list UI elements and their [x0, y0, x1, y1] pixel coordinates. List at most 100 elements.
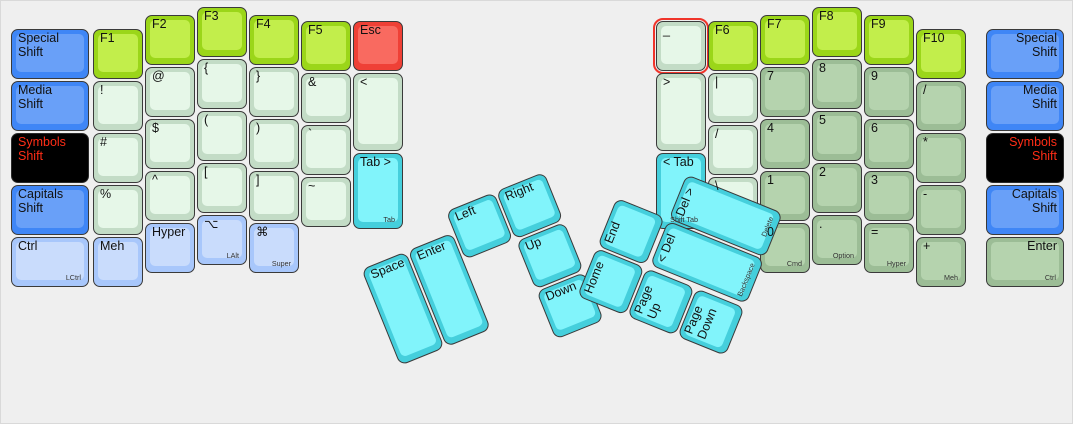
key-capitals-shift[interactable]: Capitals Shift	[11, 185, 89, 235]
key-label: F6	[715, 23, 730, 37]
keycap-surface	[991, 86, 1059, 124]
key-key[interactable]: }	[249, 67, 299, 117]
keycap-surface	[765, 20, 805, 58]
key-label: F1	[100, 31, 115, 45]
key-label: /	[715, 127, 719, 141]
key-key[interactable]: #	[93, 133, 143, 183]
key-media-shift[interactable]: Media Shift	[986, 81, 1064, 131]
key-label: <	[360, 75, 368, 89]
key-key[interactable]: (	[197, 111, 247, 161]
key-symbols-shift[interactable]: Symbols Shift	[11, 133, 89, 183]
keycap-surface	[869, 20, 909, 58]
key-f1[interactable]: F1	[93, 29, 143, 79]
key-key[interactable]: |	[708, 73, 758, 123]
key-label: +	[923, 239, 931, 253]
keycap-surface	[98, 138, 138, 176]
key-f3[interactable]: F3	[197, 7, 247, 57]
keycap-surface	[306, 130, 346, 168]
key-key[interactable]: /	[708, 125, 758, 175]
key-special-shift[interactable]: Special Shift	[11, 29, 89, 79]
keycap-surface	[921, 190, 961, 228]
keycap-surface	[306, 26, 346, 64]
key-f10[interactable]: F10	[916, 29, 966, 79]
key-label: ^	[152, 173, 158, 187]
key-f2[interactable]: F2	[145, 15, 195, 65]
key-label: }	[256, 69, 261, 83]
key-key[interactable]: >	[656, 73, 706, 151]
key-key[interactable]: = Hyper	[864, 223, 914, 273]
key-key[interactable]: $	[145, 119, 195, 169]
key-key[interactable]: _	[653, 18, 709, 74]
key-hyper[interactable]: Hyper	[145, 223, 195, 273]
key-label: @	[152, 69, 165, 83]
key-2[interactable]: 2	[812, 163, 862, 213]
key-label: Media Shift	[18, 83, 53, 111]
key-f6[interactable]: F6	[708, 21, 758, 71]
keycap-surface	[16, 190, 84, 228]
key-5[interactable]: 5	[812, 111, 862, 161]
key-tab[interactable]: Tab > Tab	[353, 153, 403, 229]
key-label: ]	[256, 173, 260, 187]
key-esc[interactable]: Esc	[353, 21, 403, 71]
key-label: 8	[819, 61, 826, 75]
key-label: Capitals Shift	[18, 187, 64, 215]
key-key[interactable]: %	[93, 185, 143, 235]
key-key[interactable]: ]	[249, 171, 299, 221]
key-key[interactable]: ⌘ Super	[249, 223, 299, 273]
key-key[interactable]: /	[916, 81, 966, 131]
keycap-surface	[202, 220, 242, 258]
key-symbols-shift[interactable]: Symbols Shift	[986, 133, 1064, 183]
key-key[interactable]: `	[301, 125, 351, 175]
key-capitals-shift[interactable]: Capitals Shift	[986, 185, 1064, 235]
key-f9[interactable]: F9	[864, 15, 914, 65]
key-label: =	[871, 225, 879, 239]
key-key[interactable]: ⌥ LAlt	[197, 215, 247, 265]
key-7[interactable]: 7	[760, 67, 810, 117]
key-key[interactable]: [	[197, 163, 247, 213]
keycap-surface	[921, 34, 961, 72]
key-8[interactable]: 8	[812, 59, 862, 109]
key-meh[interactable]: Meh	[93, 237, 143, 287]
key-label: (	[204, 113, 209, 127]
key-enter[interactable]: Enter Ctrl	[986, 237, 1064, 287]
key-ctrl[interactable]: Ctrl LCtrl	[11, 237, 89, 287]
key-key[interactable]: ^	[145, 171, 195, 221]
key-3[interactable]: 3	[864, 171, 914, 221]
key-1[interactable]: 1	[760, 171, 810, 221]
key-key[interactable]: &	[301, 73, 351, 123]
key-f8[interactable]: F8	[812, 7, 862, 57]
key-key[interactable]: )	[249, 119, 299, 169]
key-f7[interactable]: F7	[760, 15, 810, 65]
key-key[interactable]: {	[197, 59, 247, 109]
key-f5[interactable]: F5	[301, 21, 351, 71]
key-key[interactable]: -	[916, 185, 966, 235]
key-label: Special Shift	[1016, 31, 1057, 59]
key-key[interactable]: !	[93, 81, 143, 131]
key-media-shift[interactable]: Media Shift	[11, 81, 89, 131]
key-key[interactable]: ~	[301, 177, 351, 227]
key-key[interactable]: *	[916, 133, 966, 183]
keycap-surface	[16, 34, 84, 72]
left-thumb: Space Enter Left Right Up Down	[353, 171, 604, 366]
key-9[interactable]: 9	[864, 67, 914, 117]
keycap-surface	[817, 12, 857, 50]
keycap-surface	[921, 138, 961, 176]
key-special-shift[interactable]: Special Shift	[986, 29, 1064, 79]
key-label: *	[923, 135, 928, 149]
key-label: Ctrl	[18, 239, 38, 253]
key-label: #	[100, 135, 107, 149]
key-sublabel: Ctrl	[1044, 273, 1056, 282]
key-4[interactable]: 4	[760, 119, 810, 169]
keycap-surface	[661, 78, 701, 144]
key-6[interactable]: 6	[864, 119, 914, 169]
key-key[interactable]: <	[353, 73, 403, 151]
keycap-surface	[202, 64, 242, 102]
keycap-surface	[254, 124, 294, 162]
keycap-surface	[254, 20, 294, 58]
key-label: Media Shift	[1022, 83, 1057, 111]
keycap-surface	[817, 220, 857, 258]
key-key[interactable]: @	[145, 67, 195, 117]
key-f4[interactable]: F4	[249, 15, 299, 65]
key-key[interactable]: . Option	[812, 215, 862, 265]
key-key[interactable]: + Meh	[916, 237, 966, 287]
